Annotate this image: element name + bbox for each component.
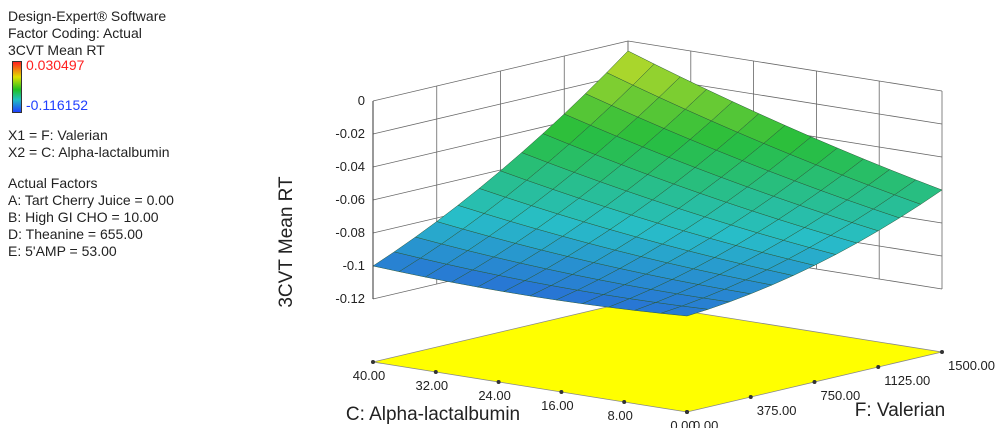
x-tick-label: 375.00 (757, 403, 797, 418)
z-axis-label: 3CVT Mean RT (276, 176, 297, 308)
x-tick-label: 1500.00 (948, 358, 995, 373)
actual-factor: B: High GI CHO = 10.00 (8, 209, 159, 225)
surface-patch (894, 179, 943, 205)
color-scale: 0.030497 -0.116152 (8, 57, 258, 113)
z-tick-label: -0.06 (335, 192, 365, 207)
x-tick-mark (748, 395, 753, 399)
z-tick-label: -0.12 (335, 291, 365, 306)
y-tick-mark (496, 380, 501, 384)
x-tick-label: 750.00 (821, 388, 861, 403)
y-tick-mark (559, 390, 564, 394)
z-tick-label: -0.04 (335, 159, 365, 174)
response-name: 3CVT Mean RT (8, 42, 105, 58)
y-tick-label: 32.00 (416, 378, 449, 393)
y-tick-mark (433, 370, 438, 374)
legend-panel: Design-Expert® Software Factor Coding: A… (8, 8, 258, 260)
y-tick-label: 16.00 (541, 398, 574, 413)
x-tick-label: 1125.00 (884, 373, 930, 388)
y-tick-label: 24.00 (478, 388, 511, 403)
z-tick-label: -0.1 (343, 258, 365, 273)
x-tick-mark (685, 410, 689, 414)
actual-factor: A: Tart Cherry Juice = 0.00 (8, 192, 174, 208)
x-tick-mark (876, 365, 881, 369)
actual-factor: E: 5'AMP = 53.00 (8, 243, 117, 259)
z-tick-label: 0 (358, 93, 365, 108)
y-tick-mark (371, 360, 375, 364)
y-tick-label: 0.00 (670, 418, 695, 428)
z-tick-label: -0.08 (335, 225, 365, 240)
scale-max-value: 0.030497 (26, 57, 85, 73)
actual-factors-heading: Actual Factors (8, 175, 98, 191)
x-tick-label: 0.00 (693, 418, 718, 428)
factor-coding: Factor Coding: Actual (8, 25, 142, 41)
scale-min-value: -0.116152 (26, 97, 89, 113)
x1-factor: X1 = F: Valerian (8, 127, 108, 143)
y-tick-label: 8.00 (608, 408, 633, 423)
software-name: Design-Expert® Software (8, 8, 167, 24)
y-axis-label: C: Alpha-lactalbumin (346, 404, 520, 425)
x-axis-label: F: Valerian (855, 400, 945, 421)
x-tick-mark (812, 380, 817, 384)
y-tick-mark (622, 400, 627, 404)
grid-line (372, 40, 943, 102)
x-tick-mark (940, 350, 944, 354)
z-tick-label: -0.02 (335, 126, 365, 141)
color-scale-bar (12, 61, 22, 113)
actual-factor: D: Theanine = 655.00 (8, 226, 143, 242)
x2-factor: X2 = C: Alpha-lactalbumin (8, 144, 170, 160)
y-tick-label: 40.00 (353, 368, 386, 383)
